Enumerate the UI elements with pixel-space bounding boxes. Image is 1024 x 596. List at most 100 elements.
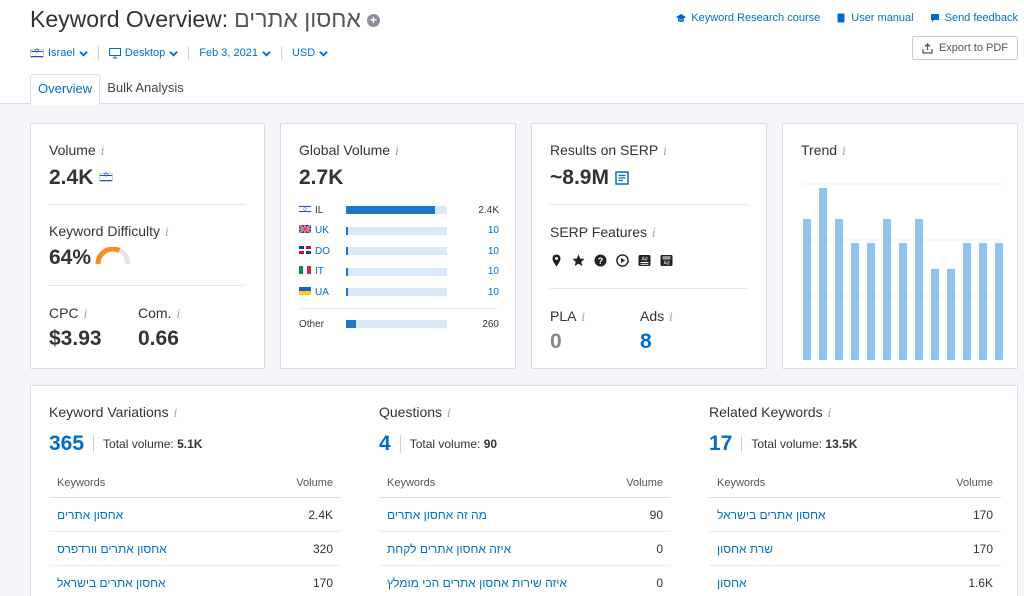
device-select[interactable]: Desktop [108,47,188,59]
country-row-it: IT 10 [299,265,499,279]
trend-bar[interactable] [915,218,923,360]
ua-flag-icon [299,286,311,298]
trend-label: Trend i [801,142,846,158]
country-volume[interactable]: 10 [487,245,499,257]
keyword-link[interactable]: אחסון [717,576,747,590]
country-select[interactable]: Israel [30,47,98,59]
country-row-uk: UK 10 [299,224,499,238]
com-value: 0.66 [138,327,179,350]
country-volume[interactable]: 10 [487,225,499,236]
country-row-il: IL 2.4K [299,203,499,217]
keyword-link[interactable]: אחסון אתרים בישראל [57,576,166,590]
other-value: 260 [482,318,499,330]
country-volume[interactable]: 10 [487,266,499,277]
related-keywords-table: Keywords Volume אחסון אתרים בישראל 170 שרת… [709,468,1001,596]
star-icon[interactable] [572,254,585,267]
trend-bar[interactable] [931,268,939,360]
currency-select[interactable]: USD [292,47,338,59]
trend-bar[interactable] [947,268,955,360]
chevron-down-icon [262,50,271,57]
uk-flag-icon [299,225,311,236]
kd-label: Keyword Difficulty i [49,223,169,239]
ads-value[interactable]: 8 [640,330,652,353]
divider [49,204,246,205]
info-icon[interactable]: i [669,310,673,324]
keyword-link[interactable]: אחסון אתרים [57,508,124,522]
israel-flag-icon [30,47,44,58]
trend-bar[interactable] [835,218,843,360]
volume-bar-fill [346,320,357,328]
global-volume-label: Global Volume i [299,142,399,158]
keyword-lists-card: Keyword Variations i 365 Total volume: 5.… [30,385,1018,596]
location-pin-icon[interactable] [550,254,563,267]
volume-bar-fill [346,226,348,235]
info-icon[interactable]: i [173,406,178,420]
volume-bar-fill [346,247,348,255]
ad-top-icon[interactable]: Ad [638,254,651,267]
trend-bar[interactable] [979,243,987,360]
keyword-link[interactable]: שרת אחסון [717,542,773,556]
trend-bar[interactable] [995,243,1003,360]
keyword-link[interactable]: אחסון אתרים וורדפרס [57,542,167,556]
info-icon[interactable]: i [652,226,656,240]
info-icon[interactable]: i [663,144,668,158]
info-icon[interactable]: i [581,310,586,324]
keyword-link[interactable]: איזה אחסון אתרים לקחת [387,542,512,556]
volume-bar [346,288,447,296]
user-manual-link[interactable]: User manual [836,12,914,24]
trend-bar[interactable] [963,243,971,360]
country-code[interactable]: UK [299,225,329,236]
info-icon[interactable]: i [165,225,169,239]
tab-overview[interactable]: Overview [30,74,101,105]
trend-bar[interactable] [819,188,827,360]
table-header: Keywords Volume [379,468,671,498]
info-icon[interactable]: i [447,406,451,420]
ad-bottom-icon[interactable]: Ad [660,254,673,267]
date-select[interactable]: Feb 3, 2021 [199,47,281,59]
table-row: אחסון אתרים 2.4K [49,498,341,532]
info-icon[interactable]: i [83,307,88,321]
table-header: Keywords Volume [49,468,341,498]
info-icon[interactable]: i [827,406,832,420]
trend-bar[interactable] [803,218,811,360]
trend-bar[interactable] [867,243,875,360]
serp-snapshot-icon[interactable] [615,171,629,185]
global-volume-card: Global Volume i 2.7K IL 2.4K UK 10 DO 10 IT 10 UA… [280,123,516,369]
volume-bar [346,206,447,214]
questions-count[interactable]: 4 [379,432,391,455]
table-row: מה זה אחסון אתרים 90 [379,498,671,532]
related-keywords-section: Related Keywords i 17 Total volume: 13.5K… [709,404,1001,596]
keyword-link[interactable]: אחסון אתרים בישראל [717,508,826,522]
play-icon[interactable] [616,254,629,267]
country-code[interactable]: IT [299,266,329,277]
it-flag-icon [299,266,311,277]
send-feedback-link[interactable]: Send feedback [930,12,1018,24]
info-icon[interactable]: i [395,144,399,158]
add-keyword-icon[interactable]: + [366,14,380,27]
info-icon[interactable]: i [100,144,105,158]
info-icon[interactable]: i [176,307,181,321]
il-flag-icon [299,204,311,216]
trend-bar[interactable] [883,218,891,360]
info-icon[interactable]: i [842,144,846,158]
chevron-down-icon [169,50,179,57]
do-flag-icon [299,245,311,257]
tab-bulk-analysis[interactable]: Bulk Analysis [107,80,184,95]
export-pdf-button[interactable]: Export to PDF [912,36,1018,60]
gauge-fill [95,247,121,265]
trend-bar[interactable] [851,243,859,360]
tabs: Overview Bulk Analysis [30,74,191,105]
keyword-link[interactable]: מה זה אחסון אתרים [387,508,487,522]
keyword-link[interactable]: איזה שירות אחסון אתרים הכי מומלץ [387,576,567,590]
country-code[interactable]: DO [299,245,330,257]
keyword-research-course-link[interactable]: Keyword Research course [676,12,820,24]
serp-features-label: SERP Features i [550,224,656,240]
keyword-variations-count[interactable]: 365 [49,432,85,455]
trend-bar[interactable] [899,243,907,360]
country-code[interactable]: UA [299,286,329,298]
country-row-do: DO 10 [299,244,499,258]
top-links: Keyword Research course User manual Send… [676,12,1018,24]
country-volume[interactable]: 10 [487,286,499,298]
question-icon[interactable]: ? [594,254,607,267]
related-keywords-count[interactable]: 17 [709,432,733,455]
